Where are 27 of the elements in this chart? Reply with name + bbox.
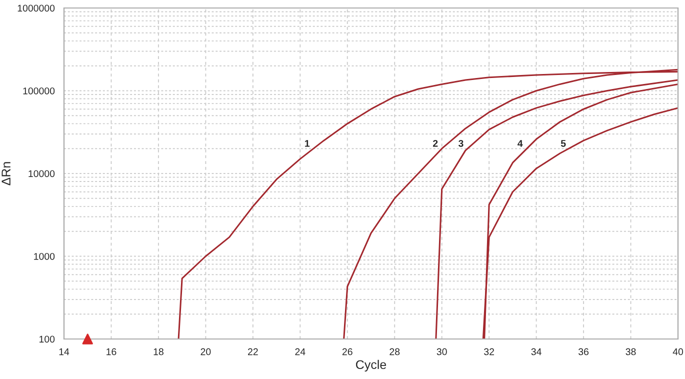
series-label: 2 [432, 140, 438, 147]
x-tick-label: 14 [59, 348, 70, 356]
x-tick-label: 36 [578, 348, 589, 356]
x-tick-label: 40 [672, 348, 684, 356]
x-tick-label: 18 [154, 348, 164, 356]
series-label: 3 [458, 140, 464, 147]
x-tick-label: 22 [248, 348, 258, 356]
x-tick-label: 16 [106, 348, 116, 356]
series-label: 4 [518, 140, 523, 147]
y-tick-label: 100000 [23, 87, 55, 94]
series-label: 1 [305, 140, 310, 147]
y-tick-label: 100 [39, 336, 55, 343]
y-axis-title: ΔRn [2, 162, 10, 186]
x-tick-label: 30 [436, 348, 447, 356]
y-tick-label: 1000 [34, 252, 55, 260]
x-tick-label: 24 [295, 348, 306, 356]
x-tick-label: 32 [484, 348, 494, 356]
y-tick-label: 1000000 [18, 4, 55, 12]
y-tick-label: 10000 [28, 170, 55, 178]
x-tick-label: 26 [342, 348, 352, 356]
x-tick-label: 38 [626, 348, 636, 356]
x-axis-title: Cycle [356, 360, 386, 372]
line-series [435, 79, 678, 339]
x-tick-label: 20 [200, 348, 211, 356]
x-tick-label: 34 [531, 348, 542, 356]
series-label: 5 [560, 140, 566, 147]
x-tick-label: 28 [390, 348, 400, 356]
